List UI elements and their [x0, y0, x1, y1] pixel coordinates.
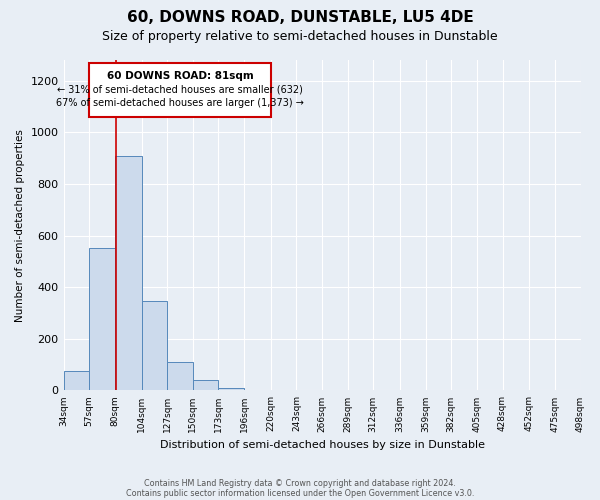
X-axis label: Distribution of semi-detached houses by size in Dunstable: Distribution of semi-detached houses by …: [160, 440, 485, 450]
Bar: [218, 388, 244, 390]
Text: Contains HM Land Registry data © Crown copyright and database right 2024.: Contains HM Land Registry data © Crown c…: [144, 478, 456, 488]
Bar: [193, 380, 218, 390]
Text: ← 31% of semi-detached houses are smaller (632): ← 31% of semi-detached houses are smalle…: [57, 84, 303, 94]
Bar: [64, 371, 89, 390]
Bar: [115, 156, 142, 390]
Y-axis label: Number of semi-detached properties: Number of semi-detached properties: [15, 129, 25, 322]
Text: Contains public sector information licensed under the Open Government Licence v3: Contains public sector information licen…: [126, 488, 474, 498]
Bar: [89, 248, 115, 390]
Bar: [89, 62, 271, 117]
Text: 60 DOWNS ROAD: 81sqm: 60 DOWNS ROAD: 81sqm: [107, 71, 253, 81]
Text: 67% of semi-detached houses are larger (1,373) →: 67% of semi-detached houses are larger (…: [56, 98, 304, 108]
Bar: [142, 302, 167, 390]
Text: 60, DOWNS ROAD, DUNSTABLE, LU5 4DE: 60, DOWNS ROAD, DUNSTABLE, LU5 4DE: [127, 10, 473, 25]
Bar: [167, 362, 193, 390]
Text: Size of property relative to semi-detached houses in Dunstable: Size of property relative to semi-detach…: [102, 30, 498, 43]
